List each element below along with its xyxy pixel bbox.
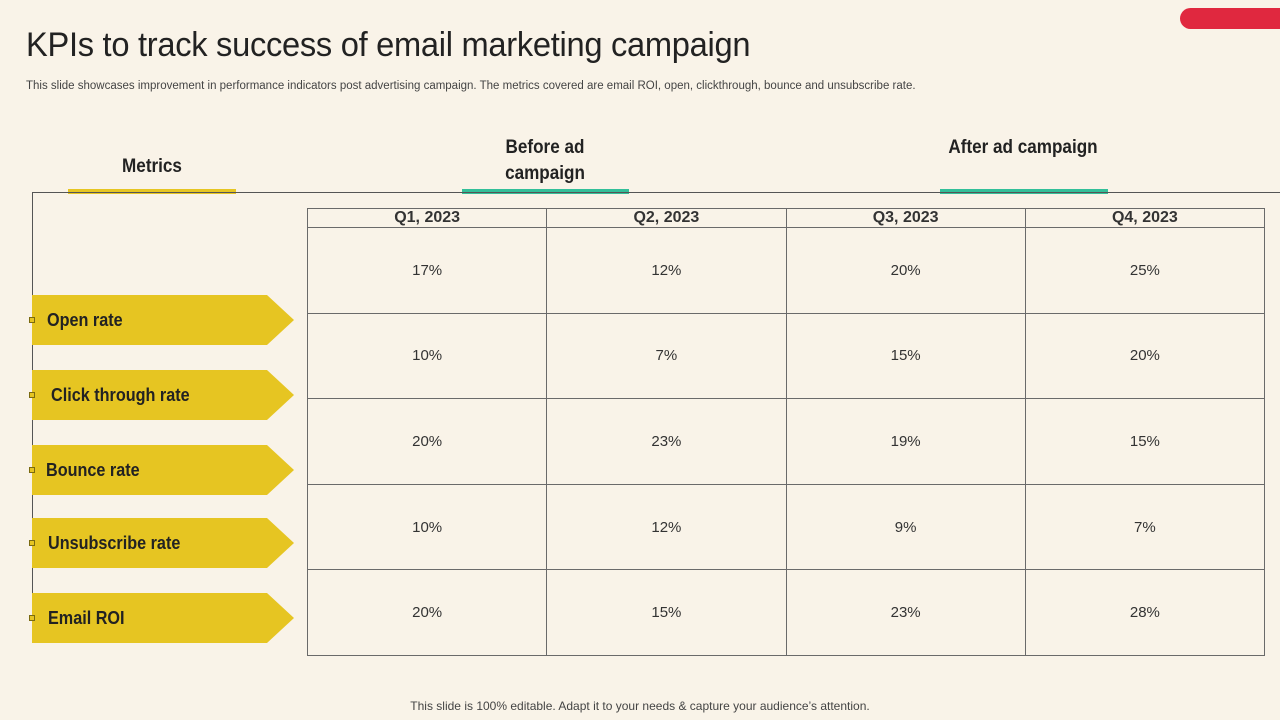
table-cell: 20% — [306, 569, 548, 656]
table-cell: 7% — [1024, 483, 1266, 571]
metric-unsubscribe-rate: Unsubscribe rate — [32, 518, 294, 568]
table-row: 10% 12% 9% 7% — [306, 483, 1266, 571]
metric-bullet — [29, 467, 35, 473]
before-campaign-header: Before ad campaign — [505, 137, 585, 184]
table-row: 20% 15% 23% 28% — [306, 569, 1266, 656]
metric-bullet — [29, 615, 35, 621]
table-cell: 19% — [785, 398, 1026, 485]
table-cell: 7% — [546, 312, 787, 400]
metric-bullet — [29, 317, 35, 323]
footer-note: This slide is 100% editable. Adapt it to… — [410, 699, 870, 713]
metric-bullet — [29, 540, 35, 546]
metric-bounce-rate: Bounce rate — [32, 445, 294, 495]
table-cell: 20% — [306, 398, 548, 485]
table-row: 20% 23% 19% 15% — [306, 398, 1266, 485]
metric-open-rate: Open rate — [32, 295, 294, 345]
before-header-underline — [462, 189, 629, 194]
table-cell: 23% — [785, 569, 1026, 656]
table-cell: 15% — [546, 569, 787, 656]
metrics-header: Metrics — [122, 156, 182, 177]
column-header-q3: Q3, 2023 — [785, 208, 1026, 228]
column-header-q4: Q4, 2023 — [1024, 208, 1266, 228]
table-cell: 10% — [306, 312, 548, 400]
after-campaign-header: After ad campaign — [948, 137, 1098, 158]
metric-label: Email ROI — [48, 607, 125, 628]
metric-label: Bounce rate — [46, 459, 140, 480]
slide-title: KPIs to track success of email marketing… — [26, 26, 751, 64]
metric-label: Click through rate — [51, 384, 190, 405]
metric-label: Unsubscribe rate — [48, 532, 181, 553]
table-cell: 9% — [785, 483, 1026, 571]
table-cell: 25% — [1024, 227, 1266, 314]
slide-subtitle: This slide showcases improvement in perf… — [26, 80, 916, 92]
table-cell: 12% — [546, 483, 787, 571]
table-row: 17% 12% 20% 25% — [306, 227, 1266, 314]
table-cell: 20% — [1024, 312, 1266, 400]
table-cell: 28% — [1024, 569, 1266, 656]
column-header-q2: Q2, 2023 — [546, 208, 787, 228]
table-cell: 15% — [785, 312, 1026, 400]
table-header-row: Q1, 2023 Q2, 2023 Q3, 2023 Q4, 2023 — [306, 208, 1266, 228]
table-cell: 12% — [546, 227, 787, 314]
accent-pill — [1180, 8, 1280, 29]
metric-email-roi: Email ROI — [32, 593, 294, 643]
table-cell: 15% — [1024, 398, 1266, 485]
table-cell: 20% — [785, 227, 1026, 314]
metric-click-through-rate: Click through rate — [32, 370, 294, 420]
frame-top-line — [32, 192, 1280, 193]
column-header-q1: Q1, 2023 — [306, 208, 548, 228]
after-header-underline — [940, 189, 1108, 194]
table-cell: 23% — [546, 398, 787, 485]
table-row: 10% 7% 15% 20% — [306, 312, 1266, 400]
metric-bullet — [29, 392, 35, 398]
kpi-table: Q1, 2023 Q2, 2023 Q3, 2023 Q4, 2023 17% … — [306, 208, 1266, 656]
metric-label: Open rate — [47, 309, 123, 330]
table-cell: 10% — [306, 483, 548, 571]
metrics-header-underline — [68, 189, 236, 194]
table-cell: 17% — [306, 227, 548, 314]
